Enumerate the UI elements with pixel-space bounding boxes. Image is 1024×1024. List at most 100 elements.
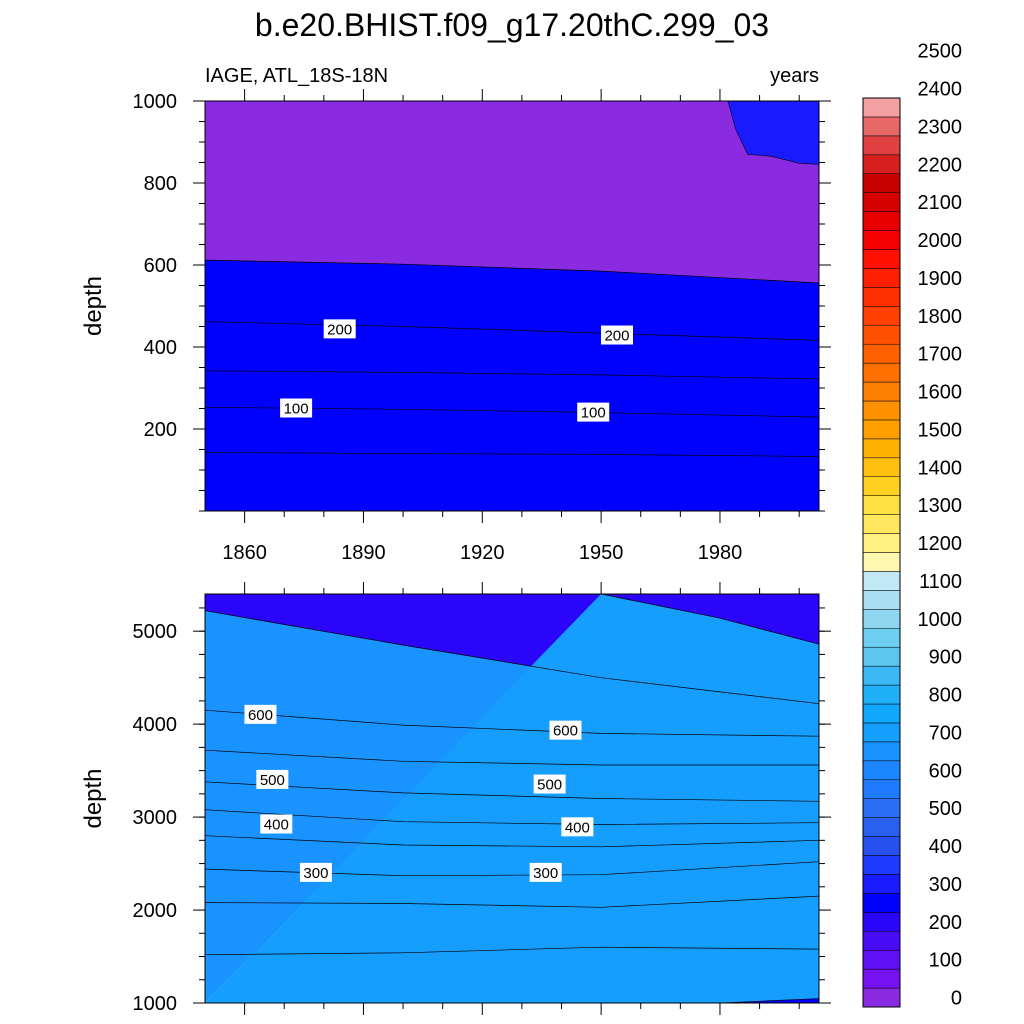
colorbar-label: 700 <box>929 722 962 744</box>
contour-line <box>205 370 819 380</box>
colorbar-swatch <box>862 779 901 799</box>
colorbar-swatch <box>862 476 901 496</box>
colorbar-label: 1200 <box>918 533 963 555</box>
colorbar-label: 1900 <box>918 268 963 290</box>
contour-line <box>205 946 819 956</box>
colorbar-swatch <box>862 741 901 762</box>
colorbar-label: 0 <box>951 988 962 1010</box>
contour-label-box <box>280 398 313 418</box>
colorbar-label: 1800 <box>918 306 963 328</box>
y-tick-label: 200 <box>144 419 177 441</box>
contour-label: 200 <box>604 328 629 345</box>
colorbar-label: 2500 <box>918 41 963 63</box>
colorbar-swatch <box>862 192 901 212</box>
colorbar-swatch <box>862 893 901 913</box>
colorbar-swatch <box>862 287 901 307</box>
colorbar-swatch <box>862 457 901 477</box>
colorbar-swatch <box>862 381 901 402</box>
colorbar-swatch <box>862 987 901 1008</box>
colorbar-swatch <box>862 400 901 421</box>
y-tick-label: 600 <box>144 255 177 277</box>
colorbar-swatch <box>862 703 901 724</box>
colorbar-swatch <box>862 173 901 193</box>
colorbar-frame <box>862 97 901 1008</box>
upper-panel: 100 100 200 200 200 400 600 800 1000 1860 1890 1920… <box>80 89 831 564</box>
contour-line <box>205 610 819 705</box>
units-label: years <box>770 65 819 87</box>
x-tick-label: 1950 <box>579 542 624 564</box>
contour-label-box <box>533 774 566 794</box>
contour-line <box>205 321 819 341</box>
contour-label-box <box>549 720 582 740</box>
contour-label: 400 <box>264 817 289 834</box>
colorbar-label: 1700 <box>918 344 963 366</box>
colorbar-swatch <box>862 419 901 440</box>
y-tick-label: 5000 <box>133 621 178 643</box>
colorbar-swatch <box>862 874 901 894</box>
colorbar-swatch <box>862 836 901 856</box>
y-axis-label: depth <box>80 768 107 828</box>
y-tick-label: 2000 <box>133 900 178 922</box>
colorbar-swatch <box>862 684 901 705</box>
colorbar-swatch <box>862 154 901 174</box>
contour-label: 300 <box>533 865 558 882</box>
contour-line <box>205 259 819 284</box>
colorbar-label: 200 <box>929 912 962 934</box>
colorbar-swatch <box>862 817 901 837</box>
contour-label: 600 <box>553 723 578 740</box>
colorbar-swatch <box>862 646 901 667</box>
colorbar-swatch <box>862 495 901 515</box>
y-tick-label: 800 <box>144 173 177 195</box>
colorbar-swatch <box>862 362 901 383</box>
colorbar-swatch <box>862 665 901 686</box>
contour-label-box <box>244 704 277 724</box>
contour-line <box>205 895 819 908</box>
contour-line <box>205 809 819 825</box>
contour-line <box>205 452 819 457</box>
contour-label-box <box>529 862 562 882</box>
colorbar-swatch <box>862 571 901 591</box>
contour-label-box <box>561 817 594 837</box>
colorbar-label: 1400 <box>918 457 963 479</box>
colorbar-label: 2100 <box>918 192 963 214</box>
contour-fill-band <box>205 260 819 511</box>
variable-region-label: IAGE, ATL_18S-18N <box>205 65 388 87</box>
colorbar-swatch <box>862 306 901 326</box>
contour-line <box>205 835 819 848</box>
colorbar-label: 1000 <box>918 609 963 631</box>
colorbar-swatch <box>862 230 901 250</box>
colorbar-swatch <box>862 533 901 553</box>
contour-label-box <box>577 402 610 422</box>
colorbar-swatch <box>862 931 901 951</box>
contour-label: 300 <box>303 865 328 882</box>
contour-label: 200 <box>327 321 352 338</box>
colorbar-swatch <box>862 325 901 345</box>
contour-label: 600 <box>248 707 273 724</box>
contour-fill-patch <box>727 101 819 165</box>
colorbar-swatch <box>862 722 901 743</box>
contour-label-box <box>299 862 332 882</box>
colorbar-swatch <box>862 438 901 459</box>
colorbar-swatch <box>862 135 901 156</box>
colorbar-swatch <box>862 552 901 572</box>
contour-label-box <box>256 769 289 789</box>
y-axis-label: depth <box>80 276 107 336</box>
colorbar-swatch <box>862 590 901 610</box>
contour-line <box>205 749 819 766</box>
x-tick-label: 1920 <box>460 542 505 564</box>
contour-label: 500 <box>260 772 285 789</box>
y-tick-label: 1000 <box>133 993 178 1015</box>
contour-label-box <box>323 319 356 339</box>
contour-line <box>205 781 819 802</box>
colorbar-swatch <box>862 855 901 875</box>
colorbar-swatch <box>862 949 901 970</box>
colorbar-label: 2000 <box>918 230 963 252</box>
colorbar-label: 600 <box>929 760 962 782</box>
colorbar-swatch <box>862 628 901 648</box>
colorbar-label: 1300 <box>918 495 963 517</box>
colorbar-swatch <box>862 760 901 780</box>
colorbar-label: 2400 <box>918 79 963 101</box>
contour-label: 100 <box>284 401 309 418</box>
x-tick-label: 1890 <box>341 542 386 564</box>
